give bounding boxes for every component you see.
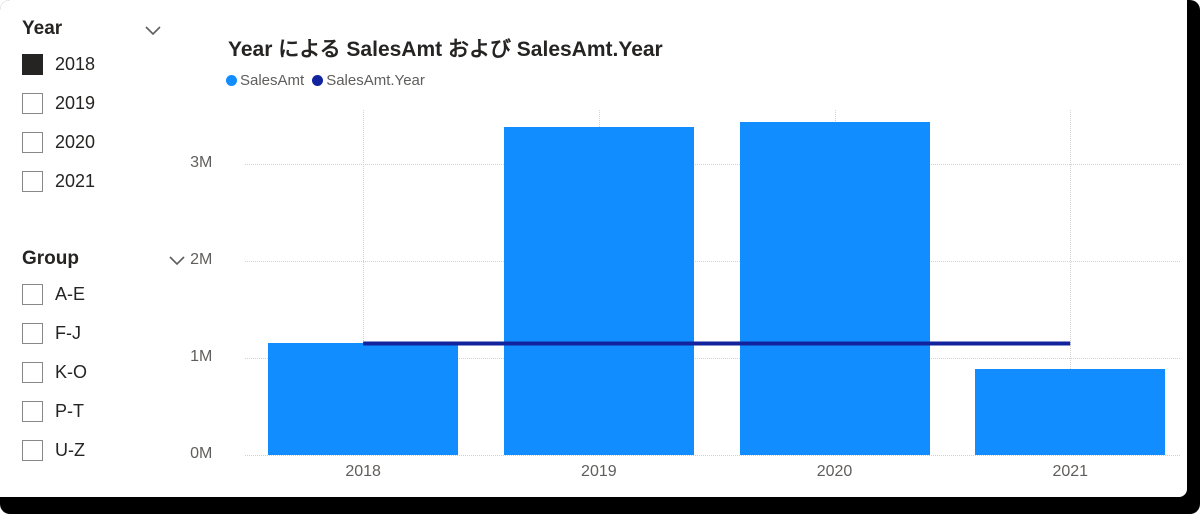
group-slicer-chevron-down-icon[interactable] bbox=[168, 255, 186, 267]
checkbox-unchecked-icon[interactable] bbox=[22, 400, 43, 422]
legend-label: SalesAmt.Year bbox=[326, 72, 425, 89]
checkbox-label: P-T bbox=[55, 400, 84, 421]
y-axis-tick-label: 1M bbox=[190, 348, 213, 365]
checkbox-unchecked-icon[interactable] bbox=[22, 131, 43, 153]
checkbox-label: A-E bbox=[55, 283, 86, 304]
report-canvas: Year 2018 2019 2020 2021 Group A-E F-J K-O P-T… bbox=[0, 0, 1187, 497]
x-axis-tick-label: 2021 bbox=[1052, 463, 1089, 480]
bar-2019[interactable] bbox=[503, 127, 694, 455]
gridline-horizontal bbox=[245, 261, 1180, 262]
year-option-2021[interactable]: 2021 bbox=[22, 168, 95, 194]
bar-2018[interactable] bbox=[268, 343, 459, 455]
year-option-2019[interactable]: 2019 bbox=[22, 90, 95, 116]
checkbox-label: U-Z bbox=[55, 439, 85, 460]
checkbox-label: 2020 bbox=[55, 131, 96, 152]
checkbox-label: F-J bbox=[55, 322, 81, 343]
year-option-2020[interactable]: 2020 bbox=[22, 129, 95, 155]
year-option-2018[interactable]: 2018 bbox=[22, 51, 95, 77]
gridline-horizontal bbox=[245, 455, 1180, 456]
gridline-vertical bbox=[363, 110, 365, 455]
chart-title: Year による SalesAmt および SalesAmt.Year bbox=[228, 38, 663, 61]
group-option-p-t[interactable]: P-T bbox=[22, 398, 84, 424]
checkbox-unchecked-icon[interactable] bbox=[22, 283, 43, 305]
legend-item-salesamt[interactable]: SalesAmt bbox=[226, 72, 304, 89]
y-axis-tick-label: 3M bbox=[190, 154, 213, 171]
checkbox-unchecked-icon[interactable] bbox=[22, 361, 43, 383]
group-option-k-o[interactable]: K-O bbox=[22, 359, 87, 385]
bar-2021[interactable] bbox=[975, 368, 1166, 455]
year-slicer-title: Year bbox=[22, 18, 63, 39]
checkbox-unchecked-icon[interactable] bbox=[22, 170, 43, 192]
gridline-vertical bbox=[1070, 110, 1072, 455]
checkbox-unchecked-icon[interactable] bbox=[22, 92, 43, 114]
legend-dot-icon bbox=[226, 75, 237, 86]
x-axis-tick-label: 2018 bbox=[345, 463, 381, 480]
group-option-f-j[interactable]: F-J bbox=[22, 320, 81, 346]
group-option-u-z[interactable]: U-Z bbox=[22, 437, 85, 463]
legend-dot-icon bbox=[312, 75, 324, 86]
x-axis-tick-label: 2019 bbox=[581, 463, 617, 480]
y-axis-tick-label: 0M bbox=[190, 445, 213, 462]
year-slicer-chevron-down-icon[interactable] bbox=[144, 25, 162, 37]
checkbox-checked-icon[interactable] bbox=[22, 53, 43, 75]
checkbox-label: 2018 bbox=[55, 53, 96, 74]
line-series-salesamt-year[interactable] bbox=[0, 0, 1187, 497]
y-axis-tick-label: 2M bbox=[190, 251, 213, 268]
checkbox-unchecked-icon[interactable] bbox=[22, 439, 43, 461]
checkbox-label: 2019 bbox=[55, 92, 96, 113]
legend-label: SalesAmt bbox=[240, 72, 305, 89]
gridline-horizontal bbox=[245, 358, 1180, 359]
x-axis-tick-label: 2020 bbox=[816, 463, 853, 480]
group-slicer-title: Group bbox=[22, 248, 79, 269]
checkbox-label: K-O bbox=[55, 361, 88, 382]
group-option-a-e[interactable]: A-E bbox=[22, 281, 85, 307]
checkbox-label: 2021 bbox=[55, 170, 96, 191]
legend-item-salesamt-year[interactable]: SalesAmt.Year bbox=[312, 72, 425, 89]
checkbox-unchecked-icon[interactable] bbox=[22, 322, 43, 344]
chart-legend: SalesAmt SalesAmt.Year bbox=[226, 72, 425, 89]
bar-2020[interactable] bbox=[739, 122, 930, 455]
gridline-horizontal bbox=[245, 164, 1180, 165]
